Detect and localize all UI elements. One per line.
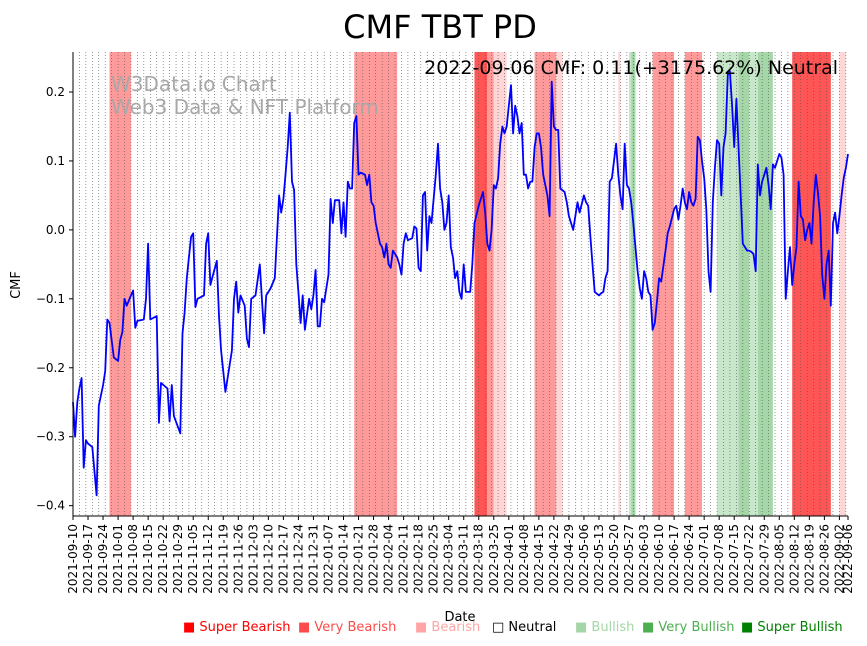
watermark-line: Web3 Data & NFT Platform	[111, 95, 379, 119]
band-very-bullish	[738, 52, 750, 516]
x-tick-label: 2021-10-08	[126, 524, 140, 594]
legend-item: ■ Very Bearish	[298, 620, 397, 635]
x-tick-label: 2022-06-17	[667, 524, 681, 594]
legend-item: ■ Super Bullish	[741, 620, 843, 635]
x-tick-label: 2022-05-06	[577, 524, 591, 594]
x-tick-label: 2022-06-10	[652, 524, 666, 594]
band-very-bullish	[757, 52, 773, 516]
band-super-bearish	[792, 52, 831, 516]
x-tick-label: 2022-07-22	[742, 524, 756, 594]
x-tick-label: 2021-10-01	[111, 524, 125, 594]
legend-item: ■ Super Bearish	[183, 620, 291, 635]
x-tick-label: 2021-11-19	[216, 524, 230, 594]
x-tick-label: 2022-03-25	[487, 524, 501, 594]
x-tick-label: 2022-04-15	[532, 524, 546, 594]
x-tick-label: 2022-09-06	[841, 524, 855, 594]
x-tick-label: 2021-11-26	[231, 524, 245, 594]
x-tick-label: 2022-06-03	[637, 524, 651, 594]
x-tick-label: 2022-08-19	[802, 524, 816, 594]
x-tick-label: 2022-03-11	[457, 524, 471, 594]
x-tick-label: 2021-11-05	[186, 524, 200, 594]
x-tick-label: 2022-06-24	[682, 524, 696, 594]
legend-item: □ Neutral	[492, 620, 557, 635]
y-tick-label: 0.0	[46, 223, 65, 237]
cmf-series	[72, 70, 849, 497]
latest-value-annotation: 2022-09-06 CMF: 0.11(+3175.62%) Neutral	[424, 57, 838, 79]
x-tick-label: 2022-01-28	[367, 524, 381, 594]
x-tick-label: 2021-09-24	[96, 524, 110, 594]
x-tick-label: 2022-03-04	[442, 524, 456, 594]
x-tick-label: 2021-11-12	[201, 524, 215, 594]
x-tick-label: 2021-09-10	[66, 524, 80, 594]
band-very-bearish	[109, 52, 131, 516]
x-tick-label: 2021-10-22	[156, 524, 170, 594]
signal-legend: ■ Super Bearish ■ Very Bearish ■ Bearish □ …	[0, 620, 867, 638]
x-tick-label: 2021-12-31	[306, 524, 320, 594]
x-tick-label: 2022-07-01	[697, 524, 711, 594]
x-tick-label: 2022-05-13	[592, 524, 606, 594]
band-bearish	[556, 52, 563, 516]
y-tick-label: −0.2	[36, 361, 65, 375]
chart-title: CMF TBT PD	[343, 8, 537, 46]
y-tick-label: −0.1	[36, 292, 65, 306]
y-axis-ticks: −0.4 −0.3 −0.2 −0.1 0.0 0.1 0.2	[36, 85, 73, 513]
x-tick-label: 2022-07-15	[727, 524, 741, 594]
series-line-cmf	[72, 70, 849, 497]
x-tick-label: 2022-04-08	[517, 524, 531, 594]
legend-item: ■ Bearish	[415, 620, 481, 635]
y-tick-label: −0.3	[36, 430, 65, 444]
date-gridlines	[72, 52, 847, 516]
x-tick-label: 2022-08-26	[817, 524, 831, 594]
y-axis-label: CMF	[9, 271, 24, 299]
y-tick-label: 0.2	[46, 85, 65, 99]
x-tick-label: 2022-08-12	[787, 524, 801, 594]
x-tick-label: 2022-03-18	[472, 524, 486, 594]
y-tick-label: 0.1	[46, 154, 65, 168]
x-tick-label: 2021-10-29	[171, 524, 185, 594]
legend-item: ■ Very Bullish	[642, 620, 735, 635]
watermark-line: W3Data.io Chart	[111, 72, 277, 96]
x-tick-label: 2022-01-21	[352, 524, 366, 594]
x-tick-label: 2022-01-14	[336, 524, 350, 594]
x-tick-label: 2022-02-25	[427, 524, 441, 594]
x-tick-label: 2021-12-24	[291, 524, 305, 594]
x-tick-label: 2022-07-08	[712, 524, 726, 594]
band-super-bearish	[474, 52, 488, 516]
band-very-bearish	[487, 52, 494, 516]
x-tick-label: 2022-05-20	[607, 524, 621, 594]
x-tick-label: 2022-09-02	[832, 524, 846, 594]
x-tick-label: 2022-04-22	[547, 524, 561, 594]
x-tick-label: 2022-04-29	[562, 524, 576, 594]
x-tick-label: 2022-07-29	[757, 524, 771, 594]
x-tick-label: 2022-08-05	[772, 524, 786, 594]
x-tick-label: 2021-10-15	[141, 524, 155, 594]
x-tick-label: 2021-12-17	[276, 524, 290, 594]
band-bullish	[749, 52, 758, 516]
band-very-bearish	[652, 52, 675, 516]
x-tick-label: 2021-12-10	[261, 524, 275, 594]
y-tick-label: −0.4	[36, 499, 65, 513]
band-bullish	[629, 52, 632, 516]
band-bearish	[493, 52, 507, 516]
x-tick-label: 2022-05-27	[622, 524, 636, 594]
x-axis-label: Date	[444, 610, 475, 625]
x-tick-label: 2022-02-04	[382, 524, 396, 594]
x-tick-label: 2022-04-01	[502, 524, 516, 594]
band-bearish	[618, 52, 621, 516]
x-tick-label: 2021-12-03	[246, 524, 260, 594]
x-tick-label: 2022-02-11	[397, 524, 411, 594]
x-tick-label: 2021-09-17	[81, 524, 95, 594]
x-axis-ticks: 2021-09-10 2021-09-17 2021-09-24 2021-10-01…	[66, 516, 855, 594]
band-bearish	[839, 52, 846, 516]
x-tick-label: 2022-02-18	[412, 524, 426, 594]
legend-item: ■ Bullish	[575, 620, 635, 635]
x-tick-label: 2022-01-07	[321, 524, 335, 594]
band-very-bearish	[684, 52, 703, 516]
